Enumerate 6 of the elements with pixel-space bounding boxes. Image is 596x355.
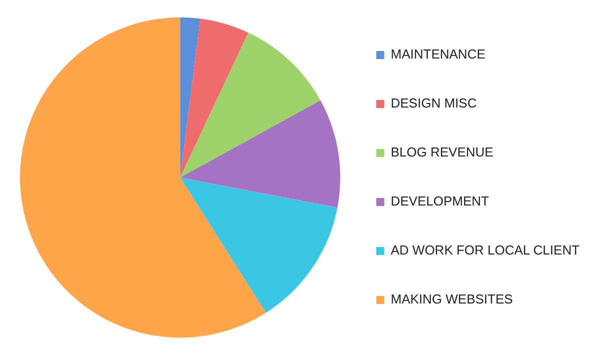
legend-label: DEVELOPMENT xyxy=(390,194,490,209)
legend-label: DESIGN MISC xyxy=(390,96,477,111)
legend-label: MAKING WEBSITES xyxy=(390,292,514,307)
legend-label: AD WORK FOR LOCAL CLIENT xyxy=(390,242,580,258)
legend-label: MAINTENANCE xyxy=(390,46,486,62)
legend-label: BLOG REVENUE xyxy=(390,144,494,160)
